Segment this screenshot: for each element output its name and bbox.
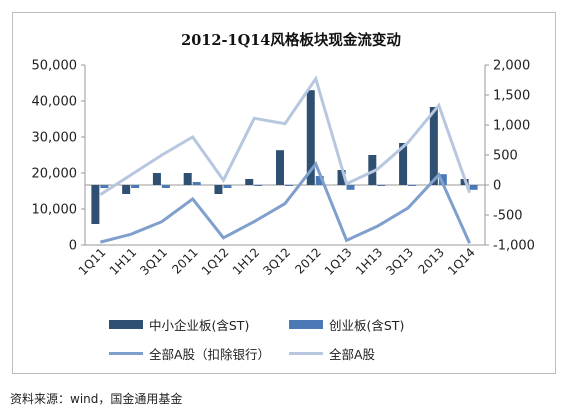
category-label: 1H13 bbox=[353, 245, 385, 277]
category-label: 1Q13 bbox=[322, 245, 355, 278]
left-tick-label: 20,000 bbox=[32, 167, 78, 182]
legend-swatch-sme-board bbox=[109, 320, 143, 329]
right-tick-label: 1,000 bbox=[493, 119, 530, 134]
bar-sme-board bbox=[337, 170, 346, 185]
bar-sme-board bbox=[368, 155, 377, 185]
source-note: 资料来源：wind，国金通用基金 bbox=[10, 392, 183, 406]
axes bbox=[81, 64, 489, 246]
bar-sme-board bbox=[122, 185, 131, 194]
category-label: 2012 bbox=[292, 245, 323, 276]
left-tick-label: 40,000 bbox=[32, 95, 78, 110]
category-label: 3Q11 bbox=[137, 245, 170, 278]
right-tick-label: -1,000 bbox=[493, 239, 535, 254]
legend-item-a-share: 全部A股 bbox=[289, 344, 375, 363]
bar-chinext bbox=[469, 185, 478, 190]
right-tick-label: 1,500 bbox=[493, 89, 530, 104]
chart-canvas: 2012-1Q14风格板块现金流变动 0 10,000 20,000 30,000 40… bbox=[32, 31, 535, 278]
bar-chinext bbox=[161, 185, 170, 188]
line-a-share-ex-banks bbox=[100, 161, 471, 244]
bar-chinext bbox=[408, 185, 417, 186]
legend-item-chinext: 创业板(含ST) bbox=[289, 315, 404, 334]
bar-chinext bbox=[192, 182, 201, 185]
category-label: 2013 bbox=[415, 245, 446, 276]
bar-chinext bbox=[346, 185, 355, 190]
category-label: 1Q11 bbox=[76, 245, 109, 278]
category-label: 1H12 bbox=[230, 245, 262, 277]
legend-label-a-share-ex-banks: 全部A股（扣除银行） bbox=[149, 347, 271, 362]
left-tick-label: 10,000 bbox=[32, 203, 78, 218]
bar-chinext bbox=[285, 185, 293, 186]
legend-swatch-a-share bbox=[289, 352, 323, 355]
bar-sme-board bbox=[214, 185, 223, 194]
category-label: 2011 bbox=[169, 245, 200, 276]
bar-sme-board bbox=[399, 143, 408, 185]
bar-chinext bbox=[254, 185, 263, 186]
legend-item-sme-board: 中小企业板(含ST) bbox=[109, 315, 249, 334]
bar-sme-board bbox=[276, 150, 284, 185]
line-a-share bbox=[99, 75, 472, 196]
bar-sme-board bbox=[152, 173, 161, 185]
legend-item-a-share-ex-banks: 全部A股（扣除银行） bbox=[109, 344, 270, 363]
left-tick-label: 0 bbox=[69, 239, 77, 254]
legend-label-a-share: 全部A股 bbox=[329, 347, 376, 362]
lines bbox=[99, 75, 472, 244]
bar-chinext bbox=[377, 185, 386, 186]
bar-sme-board bbox=[429, 107, 438, 185]
right-tick-label: 2,000 bbox=[493, 59, 530, 74]
bar-sme-board bbox=[183, 173, 192, 185]
bar-sme-board bbox=[245, 179, 254, 185]
legend-label-sme-board: 中小企业板(含ST) bbox=[149, 318, 250, 333]
right-tick-label: 500 bbox=[493, 149, 518, 164]
category-label: 1Q14 bbox=[445, 245, 478, 278]
right-tick-label: -500 bbox=[493, 209, 523, 224]
bar-chinext bbox=[131, 185, 140, 188]
bar-chinext bbox=[438, 174, 447, 185]
chart-title: 2012-1Q14风格板块现金流变动 bbox=[181, 31, 401, 49]
category-label: 3Q13 bbox=[383, 245, 416, 278]
category-label: 1H11 bbox=[107, 245, 139, 277]
legend-swatch-chinext bbox=[289, 320, 323, 329]
bar-chinext bbox=[100, 185, 109, 188]
right-tick-label: 0 bbox=[493, 179, 501, 194]
legend-swatch-a-share-ex-banks bbox=[109, 352, 143, 355]
bar-sme-board bbox=[306, 90, 315, 185]
category-label: 1Q12 bbox=[199, 245, 232, 278]
left-tick-label: 50,000 bbox=[32, 59, 78, 74]
bar-chinext bbox=[315, 176, 324, 185]
bar-chinext bbox=[223, 185, 232, 188]
bar-sme-board bbox=[91, 185, 100, 224]
chart-frame: 2012-1Q14风格板块现金流变动 0 10,000 20,000 30,000 40… bbox=[12, 12, 556, 374]
category-label: 3Q12 bbox=[260, 245, 293, 278]
left-tick-label: 30,000 bbox=[32, 131, 78, 146]
legend-label-chinext: 创业板(含ST) bbox=[329, 318, 405, 333]
bars bbox=[91, 90, 478, 224]
